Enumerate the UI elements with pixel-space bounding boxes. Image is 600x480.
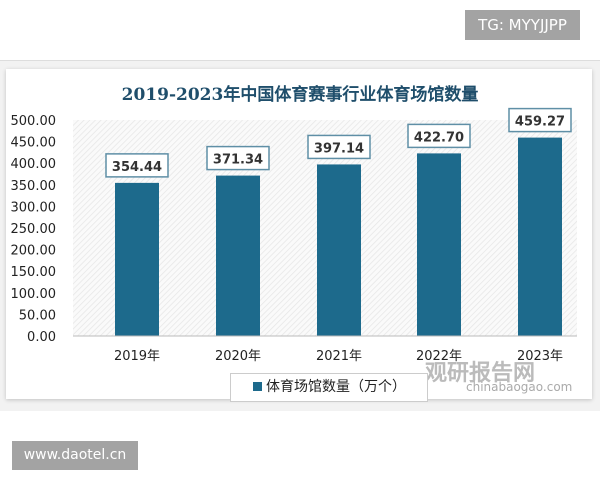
x-tick-label: 2021年 bbox=[316, 349, 362, 364]
bar bbox=[216, 175, 260, 336]
y-tick-label: 250.00 bbox=[11, 222, 57, 237]
data-label: 459.27 bbox=[515, 115, 565, 130]
y-tick-label: 200.00 bbox=[11, 244, 57, 259]
chart-title: 2019-2023年中国体育赛事行业体育场馆数量 bbox=[121, 85, 479, 105]
legend-swatch bbox=[253, 382, 262, 391]
y-tick-label: 150.00 bbox=[11, 265, 57, 280]
x-tick-label: 2023年 bbox=[517, 349, 563, 364]
watermark-url: chinabaogao.com bbox=[466, 380, 573, 394]
data-label-box bbox=[307, 134, 371, 160]
y-tick-label: 300.00 bbox=[11, 200, 57, 215]
data-label-box bbox=[105, 153, 169, 178]
legend-label: 体育场馆数量（万个） bbox=[266, 379, 406, 395]
data-label: 371.34 bbox=[213, 153, 263, 168]
x-tick-label: 2022年 bbox=[416, 349, 462, 364]
y-tick-label: 400.00 bbox=[11, 157, 57, 172]
tg-badge: TG: MYYJJPP bbox=[465, 10, 580, 40]
bar bbox=[317, 164, 361, 336]
watermark-logo: 观研报告网 bbox=[425, 361, 536, 386]
legend: 体育场馆数量（万个） bbox=[230, 373, 428, 402]
bar bbox=[518, 137, 562, 336]
site-badge: www.daotel.cn bbox=[12, 441, 138, 470]
bar bbox=[115, 182, 159, 336]
data-label: 397.14 bbox=[314, 141, 364, 156]
y-tick-label: 500.00 bbox=[11, 114, 57, 129]
bar bbox=[417, 153, 461, 336]
x-tick-label: 2020年 bbox=[215, 349, 261, 364]
data-label-box bbox=[508, 107, 572, 133]
y-tick-label: 50.00 bbox=[19, 308, 56, 323]
y-tick-label: 450.00 bbox=[11, 136, 57, 151]
data-label-box bbox=[206, 145, 270, 171]
y-tick-label: 350.00 bbox=[11, 179, 57, 194]
data-label-box bbox=[407, 123, 471, 149]
data-label: 422.70 bbox=[414, 130, 464, 145]
y-tick-label: 0.00 bbox=[27, 330, 56, 345]
data-label: 354.44 bbox=[112, 160, 162, 175]
x-tick-label: 2019年 bbox=[114, 349, 160, 364]
y-tick-label: 100.00 bbox=[11, 287, 57, 302]
